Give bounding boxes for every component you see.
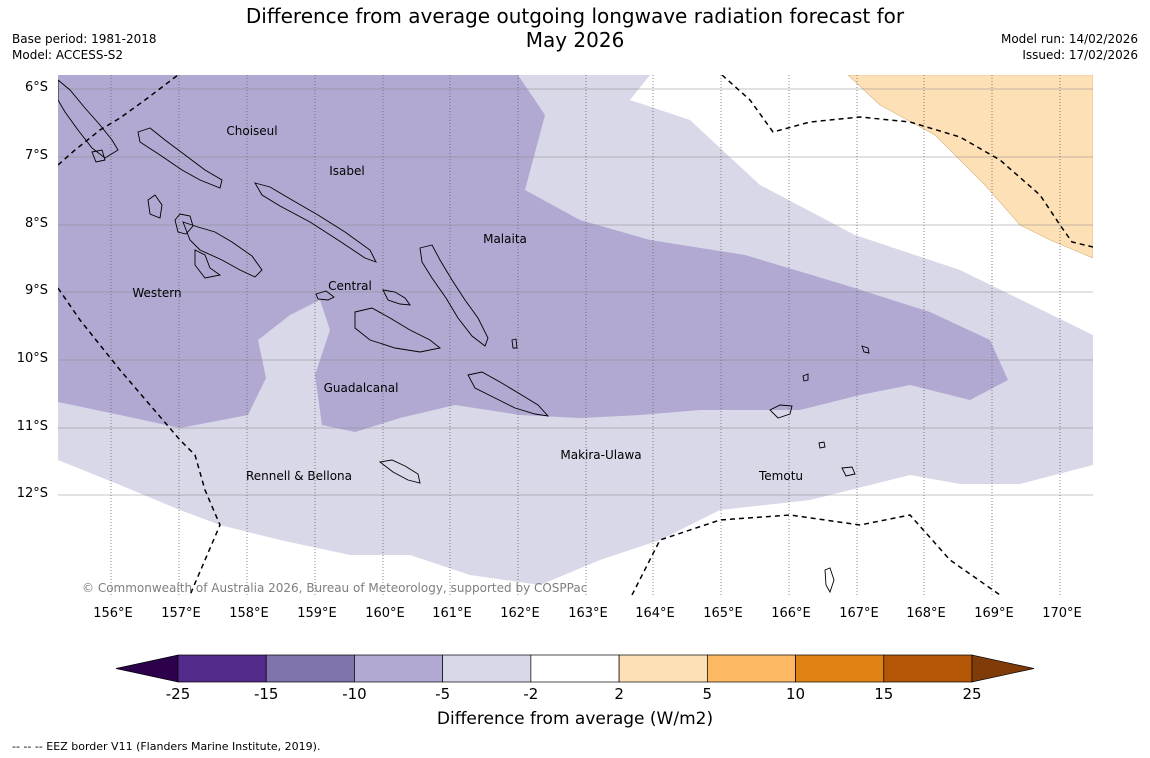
island-utupua — [818, 441, 826, 449]
colorbar-bin — [883, 654, 973, 683]
lon-label: 159°E — [297, 606, 337, 621]
colorbar-tick-label: 2 — [614, 685, 624, 703]
colorbar-bin — [354, 654, 444, 683]
meta-right: Model run: 14/02/2026 Issued: 17/02/2026 — [1001, 31, 1138, 63]
lat-label: 9°S — [24, 283, 48, 298]
anomaly-region-medium — [58, 75, 1008, 432]
lat-label: 10°S — [16, 351, 48, 366]
lat-label: 7°S — [24, 148, 48, 163]
colorbar-tick-label: -10 — [342, 685, 367, 703]
lon-label: 164°E — [635, 606, 675, 621]
colorbar-bin — [618, 654, 708, 683]
issued-date: Issued: 17/02/2026 — [1022, 48, 1138, 62]
colorbar-title: Difference from average (W/m2) — [436, 709, 714, 729]
island-shortland — [91, 149, 106, 163]
island-ranongga — [147, 194, 163, 219]
lon-label: 163°E — [568, 606, 608, 621]
colorbar-tick-label: -2 — [523, 685, 539, 703]
colorbar-tick-label: -15 — [253, 685, 279, 703]
colorbar-bin — [442, 654, 532, 683]
island-russell — [315, 290, 335, 301]
island-new-georgia — [182, 221, 263, 278]
copyright-notice: © Commonwealth of Australia 2026, Bureau… — [82, 581, 587, 595]
island-reef — [802, 373, 809, 382]
colorbar-bin — [177, 654, 267, 683]
label-central: Central — [328, 279, 372, 293]
island-vanikoro — [841, 466, 856, 477]
island-anuta — [824, 567, 835, 594]
colorbar-tick-label: 15 — [874, 685, 894, 703]
colorbar-tick-label: 10 — [786, 685, 806, 703]
colorbar-bin — [795, 654, 885, 683]
colorbar-tick-label: -5 — [435, 685, 451, 703]
label-guadalcanal: Guadalcanal — [324, 381, 399, 395]
lon-label: 156°E — [93, 606, 133, 621]
lon-label: 167°E — [839, 606, 879, 621]
meta-left: Base period: 1981-2018 Model: ACCESS-S2 — [12, 31, 157, 63]
model-name: Model: ACCESS-S2 — [12, 48, 124, 62]
lat-label: 11°S — [16, 419, 48, 434]
colorbar-bin — [265, 654, 355, 683]
label-western: Western — [132, 286, 181, 300]
lon-label: 157°E — [161, 606, 201, 621]
map-panel: Choiseul Isabel Malaita Western Central … — [58, 75, 1093, 595]
eez-line-ne — [721, 75, 1093, 248]
island-malaita — [419, 244, 489, 347]
islands — [58, 79, 870, 594]
lon-label: 170°E — [1042, 606, 1082, 621]
lon-label: 166°E — [771, 606, 811, 621]
lon-label: 168°E — [906, 606, 946, 621]
label-malaita: Malaita — [483, 232, 527, 246]
eez-legend-note: -- -- -- EEZ border V11 (Flanders Marine… — [12, 740, 321, 753]
eez-line-sw — [58, 287, 221, 595]
lon-label: 162°E — [500, 606, 540, 621]
label-choiseul: Choiseul — [226, 124, 277, 138]
lon-label: 158°E — [229, 606, 269, 621]
colorbar — [115, 654, 1035, 683]
eez-borders — [58, 75, 1093, 595]
eez-line-se — [631, 514, 1001, 595]
colorbar-tick-label: 25 — [962, 685, 982, 703]
colorbar-under-arrow — [115, 654, 179, 683]
colorbar-bin — [706, 654, 796, 683]
island-bougainville — [58, 79, 119, 159]
title-line-2: May 2026 — [525, 28, 625, 52]
lat-label: 8°S — [24, 216, 48, 231]
model-run: Model run: 14/02/2026 — [1000, 32, 1138, 46]
island-santa-cruz — [769, 404, 793, 419]
island-rendova — [194, 249, 222, 279]
colorbar-bin — [530, 654, 620, 683]
label-isabel: Isabel — [329, 164, 364, 178]
island-florida — [382, 289, 411, 306]
lon-label: 169°E — [974, 606, 1014, 621]
island-choiseul — [137, 127, 223, 189]
lat-label: 6°S — [24, 80, 48, 95]
lon-label: 161°E — [432, 606, 472, 621]
island-guadalcanal — [354, 307, 442, 353]
island-rennell — [378, 459, 421, 484]
colorbar-tick-label: 5 — [702, 685, 713, 703]
lat-label: 12°S — [16, 486, 48, 501]
label-temotu: Temotu — [758, 469, 803, 483]
province-labels: Choiseul Isabel Malaita Western Central … — [132, 124, 803, 483]
map-title: Difference from average outgoing longwav… — [230, 4, 920, 52]
island-vella-lavella — [174, 213, 194, 235]
colorbar-tick-label: -25 — [165, 685, 191, 703]
island-duff — [861, 345, 870, 354]
island-makira — [467, 371, 550, 417]
island-isabel — [254, 182, 377, 263]
label-rennell-bellona: Rennell & Bellona — [246, 469, 352, 483]
title-line-1: Difference from average outgoing longwav… — [245, 4, 905, 28]
lon-label: 160°E — [365, 606, 405, 621]
base-period: Base period: 1981-2018 — [12, 32, 157, 46]
eez-line-nw — [58, 75, 179, 166]
label-makira-ulawa: Makira-Ulawa — [560, 448, 641, 462]
grid — [58, 75, 1093, 595]
colorbar-over-arrow — [971, 654, 1035, 683]
lon-label: 165°E — [703, 606, 743, 621]
island-ulawa — [511, 338, 518, 349]
